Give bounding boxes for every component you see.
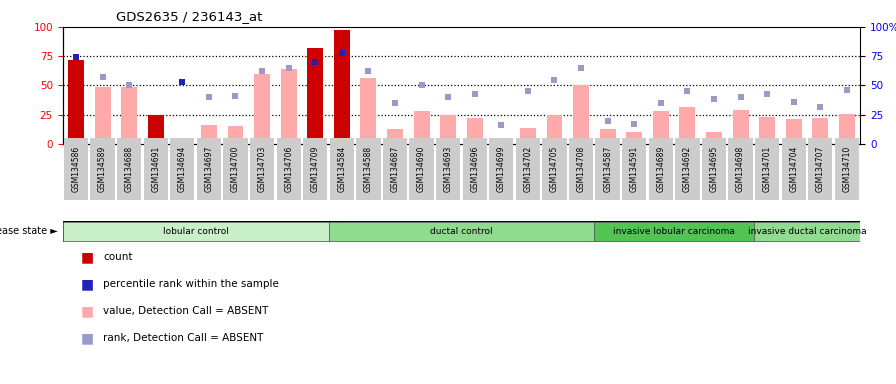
Bar	[706, 132, 722, 144]
Bar	[387, 129, 403, 144]
Bar	[520, 127, 536, 144]
Text: disease state ►: disease state ►	[0, 226, 58, 237]
Bar	[440, 115, 456, 144]
Bar	[494, 138, 509, 144]
Text: GSM134697: GSM134697	[204, 146, 213, 192]
Bar	[121, 87, 137, 144]
Text: GSM134695: GSM134695	[710, 146, 719, 192]
Text: GSM134689: GSM134689	[656, 146, 666, 192]
Text: GSM134589: GSM134589	[98, 146, 108, 192]
FancyBboxPatch shape	[63, 222, 329, 241]
Text: ■: ■	[81, 304, 94, 318]
Text: GSM134702: GSM134702	[523, 146, 532, 192]
Text: GSM134701: GSM134701	[762, 146, 771, 192]
Bar	[759, 117, 775, 144]
Text: GSM134588: GSM134588	[364, 146, 373, 192]
Bar	[547, 115, 563, 144]
Text: invasive ductal carcinoma: invasive ductal carcinoma	[747, 227, 866, 236]
Text: GSM134692: GSM134692	[683, 146, 692, 192]
Bar	[280, 69, 297, 144]
Bar	[148, 115, 164, 144]
Text: ductal control: ductal control	[430, 227, 493, 236]
Text: lobular control: lobular control	[163, 227, 228, 236]
Text: GSM134591: GSM134591	[630, 146, 639, 192]
Text: GSM134694: GSM134694	[177, 146, 187, 192]
Text: GSM134698: GSM134698	[736, 146, 745, 192]
Text: invasive lobular carcinoma: invasive lobular carcinoma	[613, 227, 735, 236]
Text: ■: ■	[81, 331, 94, 345]
Bar	[733, 110, 748, 144]
Bar	[95, 87, 110, 144]
Bar	[679, 106, 695, 144]
Text: GSM134586: GSM134586	[72, 146, 81, 192]
Text: GSM134696: GSM134696	[470, 146, 479, 192]
Text: ■: ■	[81, 250, 94, 264]
Text: GSM134687: GSM134687	[391, 146, 400, 192]
Text: GSM134700: GSM134700	[231, 146, 240, 192]
Text: rank, Detection Call = ABSENT: rank, Detection Call = ABSENT	[103, 333, 263, 343]
Bar	[573, 86, 589, 144]
Text: value, Detection Call = ABSENT: value, Detection Call = ABSENT	[103, 306, 269, 316]
Text: GSM134693: GSM134693	[444, 146, 452, 192]
Text: percentile rank within the sample: percentile rank within the sample	[103, 279, 279, 289]
Text: GSM134708: GSM134708	[576, 146, 586, 192]
Bar	[653, 111, 668, 144]
Text: ■: ■	[81, 277, 94, 291]
Text: GSM134587: GSM134587	[603, 146, 612, 192]
Text: GSM134691: GSM134691	[151, 146, 160, 192]
Bar	[626, 132, 642, 144]
Bar	[68, 60, 84, 144]
Text: GSM134709: GSM134709	[311, 146, 320, 192]
Bar	[307, 48, 323, 144]
FancyBboxPatch shape	[594, 222, 754, 241]
Bar	[599, 129, 616, 144]
FancyBboxPatch shape	[329, 222, 594, 241]
Bar	[201, 125, 217, 144]
Text: GSM134584: GSM134584	[337, 146, 347, 192]
Text: GSM134706: GSM134706	[284, 146, 293, 192]
FancyBboxPatch shape	[63, 221, 860, 242]
Text: GSM134690: GSM134690	[417, 146, 426, 192]
Bar	[148, 135, 164, 144]
Text: GSM134707: GSM134707	[815, 146, 825, 192]
Bar	[839, 114, 855, 144]
Bar	[228, 126, 244, 144]
Text: GSM134710: GSM134710	[842, 146, 851, 192]
Bar	[467, 118, 483, 144]
Bar	[813, 118, 828, 144]
Bar	[334, 30, 349, 144]
Text: GDS2635 / 236143_at: GDS2635 / 236143_at	[116, 10, 263, 23]
Text: GSM134699: GSM134699	[496, 146, 506, 192]
Text: count: count	[103, 252, 133, 262]
Bar	[360, 78, 376, 144]
Bar	[254, 74, 270, 144]
Text: GSM134705: GSM134705	[550, 146, 559, 192]
Bar	[786, 119, 802, 144]
Text: GSM134703: GSM134703	[257, 146, 267, 192]
FancyBboxPatch shape	[754, 222, 860, 241]
Text: GSM134704: GSM134704	[789, 146, 798, 192]
Text: GSM134688: GSM134688	[125, 146, 134, 192]
Bar	[414, 111, 429, 144]
